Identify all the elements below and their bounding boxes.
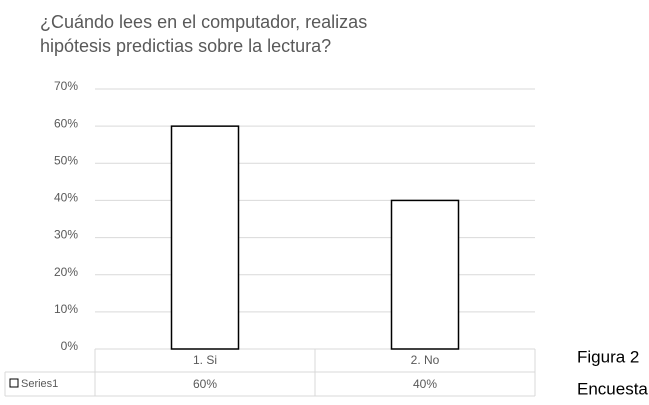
y-tick-label: 30%: [54, 228, 78, 242]
y-tick-label: 70%: [54, 79, 78, 93]
x-tick-label: 2. No: [411, 353, 440, 367]
annotation: Encuesta: [577, 379, 648, 398]
legend-key: [9, 378, 19, 388]
value-label: 60%: [193, 377, 217, 391]
y-tick-label: 20%: [54, 265, 78, 279]
x-tick-label: 1. Si: [193, 353, 217, 367]
bar: [390, 199, 460, 350]
bar: [170, 125, 240, 350]
annotation: Figura 2: [577, 347, 639, 366]
y-tick-label: 50%: [54, 153, 78, 167]
y-tick-label: 40%: [54, 191, 78, 205]
chart-title: ¿Cuándo lees en el computador, realizas …: [40, 12, 368, 56]
value-label: 40%: [413, 377, 437, 391]
y-tick-label: 0%: [61, 339, 79, 353]
y-tick-label: 10%: [54, 302, 78, 316]
legend-label: Series1: [21, 378, 58, 390]
y-tick-label: 60%: [54, 116, 78, 130]
